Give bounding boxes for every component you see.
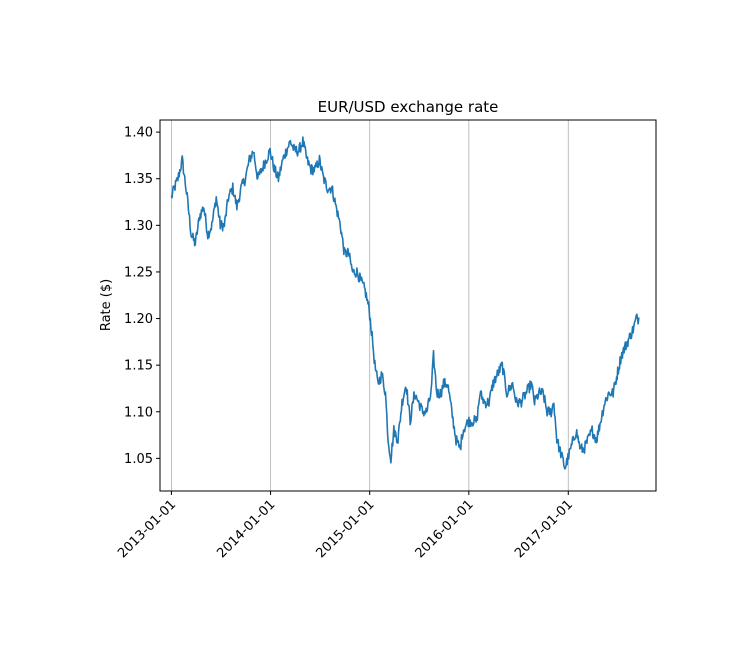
- y-axis: 1.05 1.10 1.15 1.20 1.25 1.30 1.35 1.40: [124, 126, 160, 467]
- y-axis-label: Rate ($): [99, 279, 114, 331]
- y-tick-label: 1.10: [124, 405, 153, 420]
- y-tick-label: 1.35: [124, 172, 153, 187]
- y-tick-label: 1.30: [124, 219, 153, 234]
- y-tick-label: 1.20: [124, 312, 153, 327]
- series-line-eur-usd: [170, 136, 640, 470]
- y-tick-label: 1.15: [124, 359, 153, 374]
- y-tick-label: 1.40: [124, 126, 153, 141]
- y-tick-label: 1.05: [124, 452, 153, 467]
- plot-frame: [159, 119, 657, 492]
- chart-title: EUR/USD exchange rate: [318, 98, 499, 116]
- plot-area: [170, 136, 640, 470]
- grid: [171, 120, 569, 491]
- y-tick-label: 1.25: [124, 265, 153, 280]
